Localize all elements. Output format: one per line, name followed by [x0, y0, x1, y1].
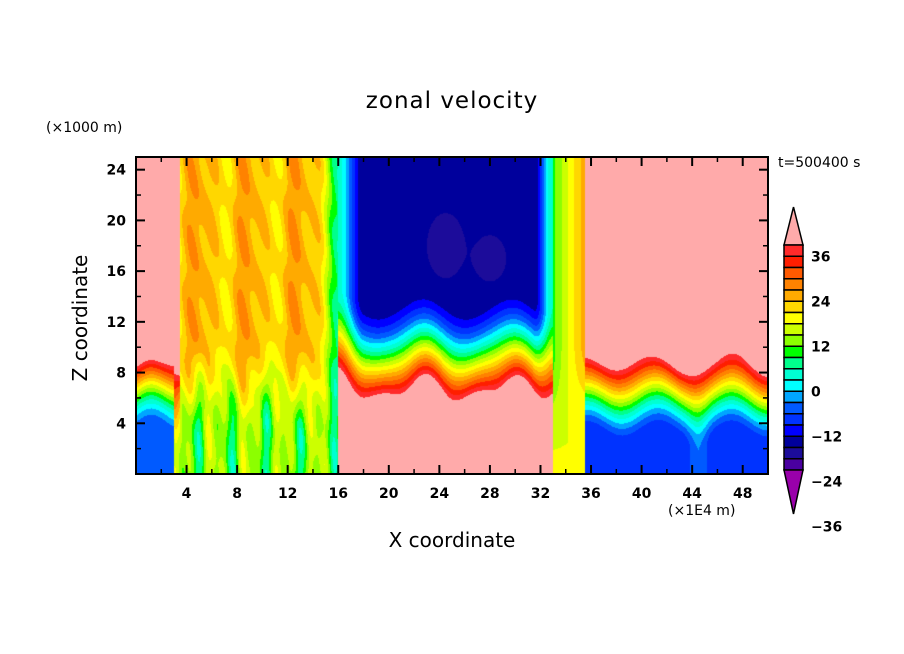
- colorbar-box: [783, 311, 804, 325]
- x-tick-label: 48: [733, 486, 752, 502]
- colorbar-box: [783, 435, 804, 449]
- x-tick-label: 40: [632, 486, 652, 502]
- colorbar-extension-top: [783, 206, 804, 246]
- colorbar-box: [783, 401, 804, 415]
- colorbar-label: 36: [811, 249, 830, 265]
- x-tick-label: 36: [581, 486, 600, 502]
- x-tick-label: 8: [232, 486, 242, 502]
- x-axis-label: X coordinate: [0, 528, 904, 552]
- x-tick-label: 20: [379, 486, 399, 502]
- colorbar-box: [783, 413, 804, 426]
- colorbar-box: [783, 458, 804, 471]
- y-tick-label: 12: [107, 315, 126, 331]
- y-tick-label: 20: [107, 213, 127, 229]
- x-tick-label: 44: [682, 486, 702, 502]
- y-tick-label: 4: [116, 416, 126, 432]
- x-tick-label: 24: [430, 486, 450, 502]
- colorbar-extension-bottom: [783, 469, 804, 515]
- colorbar-box: [783, 368, 804, 381]
- colorbar-box: [783, 379, 804, 392]
- chart-title: zonal velocity: [365, 88, 539, 114]
- colorbar-box: [783, 300, 804, 314]
- colorbar-box: [783, 255, 804, 269]
- x-tick-label: 16: [328, 486, 347, 502]
- y-tick-label: 8: [116, 366, 126, 382]
- x-axis-unit: (×1E4 m): [668, 503, 736, 519]
- colorbar-box: [783, 390, 804, 404]
- colorbar-box: [783, 334, 804, 347]
- colorbar-label: 0: [811, 384, 821, 400]
- colorbar-label: −36: [811, 519, 842, 535]
- y-axis-unit: (×1000 m): [46, 120, 123, 136]
- colorbar-label: 24: [811, 294, 831, 310]
- colorbar-box: [783, 424, 804, 437]
- y-tick-label: 16: [107, 264, 126, 280]
- x-axis-label-text: X coordinate: [388, 528, 516, 552]
- colorbar-label: 12: [811, 339, 830, 355]
- colorbar-box: [783, 446, 804, 460]
- colorbar-box: [783, 289, 804, 302]
- time-annotation: t=500400 s: [778, 155, 861, 171]
- colorbar-label: −12: [811, 429, 842, 445]
- contour-field: [136, 157, 768, 474]
- colorbar-box: [783, 356, 804, 370]
- colorbar-box: [783, 266, 804, 280]
- x-tick-label: 32: [531, 486, 550, 502]
- colorbar-box: [783, 323, 804, 336]
- colorbar-box: [783, 345, 804, 359]
- plot-frame: [135, 156, 769, 475]
- x-tick-label: 12: [278, 486, 297, 502]
- y-tick-label: 24: [107, 163, 127, 179]
- x-tick-label: 4: [182, 486, 192, 502]
- x-tick-label: 28: [480, 486, 499, 502]
- colorbar-box: [783, 278, 804, 291]
- colorbar-label: −24: [811, 474, 842, 490]
- colorbar-box: [783, 244, 804, 257]
